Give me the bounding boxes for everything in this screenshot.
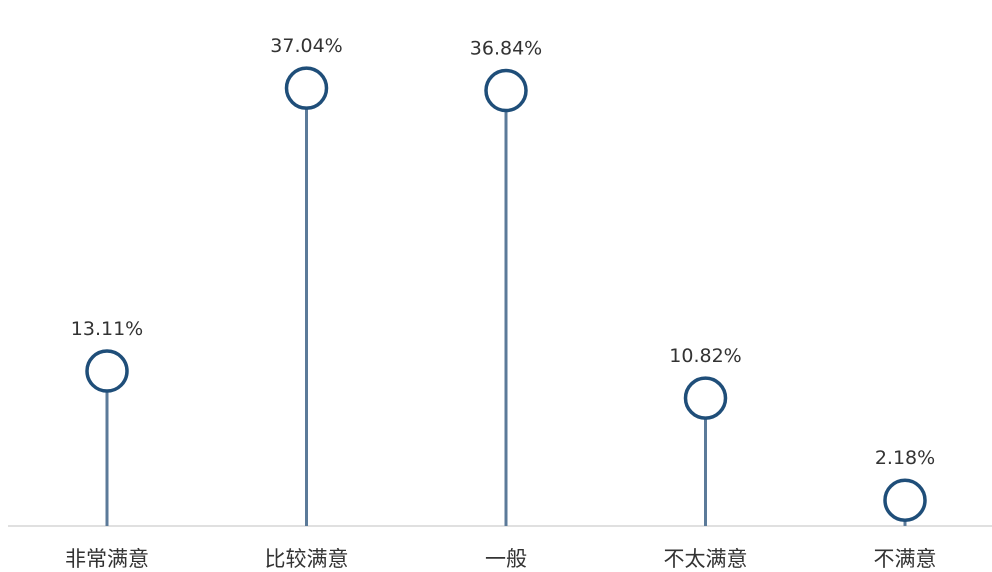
marker-2 bbox=[484, 68, 528, 113]
data-label-3: 10.82% bbox=[669, 345, 741, 367]
category-label-3: 不太满意 bbox=[664, 547, 748, 571]
marker-0 bbox=[85, 349, 129, 393]
marker-3 bbox=[683, 376, 728, 420]
marker-4 bbox=[883, 478, 927, 522]
data-label-4: 2.18% bbox=[875, 447, 935, 469]
marker-1 bbox=[284, 66, 329, 110]
category-label-0: 非常满意 bbox=[65, 547, 149, 571]
category-label-2: 一般 bbox=[485, 547, 527, 571]
chart-marks: 13.11% 37.04% 36.84% 10.82% 2.18% bbox=[71, 35, 935, 526]
data-label-0: 13.11% bbox=[71, 318, 143, 340]
data-label-1: 37.04% bbox=[270, 35, 342, 57]
category-labels: 非常满意 比较满意 一般 不太满意 不满意 bbox=[65, 547, 937, 571]
category-label-4: 不满意 bbox=[874, 547, 937, 571]
data-label-2: 36.84% bbox=[470, 38, 542, 60]
category-label-1: 比较满意 bbox=[265, 547, 349, 571]
